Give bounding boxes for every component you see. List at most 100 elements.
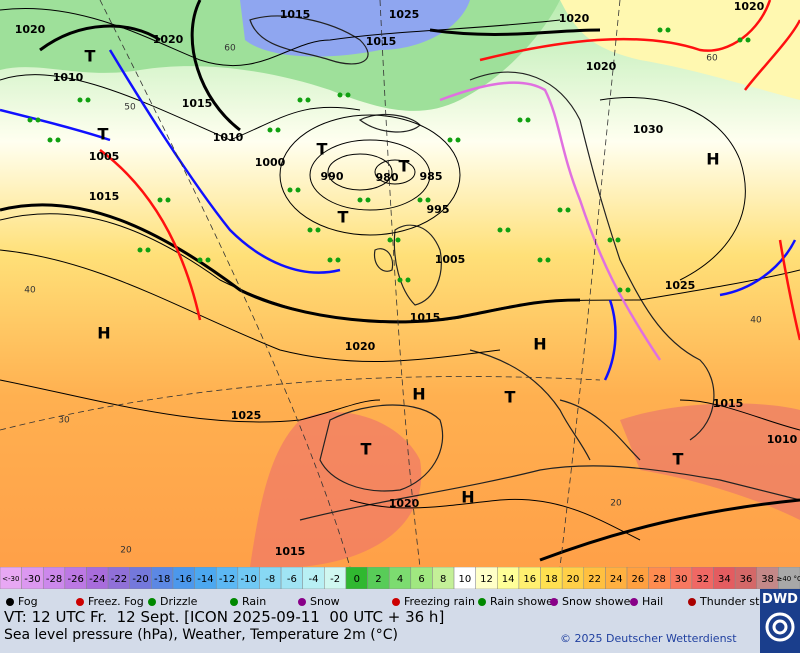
rain-dot (525, 117, 531, 123)
rain-dot (537, 257, 543, 263)
scale-label: 6 (418, 574, 424, 585)
pressure-label: 1015 (410, 311, 441, 324)
pressure-center: H (461, 488, 474, 507)
pressure-label: 1015 (366, 35, 397, 48)
map: 1015 1025 1020 1020 1020 1020 1015 1010 1015 1010… (0, 0, 800, 567)
pressure-label: 1025 (665, 279, 696, 292)
scale-label: -4 (309, 574, 319, 585)
legend-label: Fog (18, 595, 38, 608)
graticule (0, 0, 621, 567)
pressure-center: T (317, 140, 328, 159)
pressure-label: 980 (376, 171, 399, 184)
latitude-label: 50 (124, 103, 136, 113)
hot-area (250, 412, 422, 567)
rain-dot (307, 227, 313, 233)
rain-dot (77, 97, 83, 103)
rain-dot (165, 197, 171, 203)
rain-dot (417, 197, 423, 203)
pressure-label: 1015 (275, 545, 306, 558)
rain-dot (395, 237, 401, 243)
rain-dot (337, 92, 343, 98)
legend-label: Rain (242, 595, 266, 608)
copyright: © 2025 Deutscher Wetterdienst (560, 632, 737, 645)
pressure-label: 1020 (586, 60, 617, 73)
rain-dot (665, 27, 671, 33)
scale-label: -8 (265, 574, 275, 585)
scale-label: 14 (502, 574, 515, 585)
scale-label: 34 (718, 574, 731, 585)
pressure-label: 995 (427, 203, 450, 216)
latitude-label: 20 (610, 499, 622, 509)
pressure-center: T (98, 125, 109, 144)
scale-label: -16 (176, 574, 192, 585)
legend-symbol (630, 598, 638, 606)
legend-symbol (478, 598, 486, 606)
hot-area (620, 403, 800, 520)
latitude-label: 40 (24, 286, 36, 296)
pressure-label: 1005 (89, 150, 120, 163)
rain-dot (455, 137, 461, 143)
pressure-label: 1030 (633, 123, 664, 136)
latitude-label: 40 (750, 316, 762, 326)
rain-dot (497, 227, 503, 233)
scale-label: 28 (653, 574, 666, 585)
pressure-label: 1010 (53, 71, 84, 84)
rain-dot (545, 257, 551, 263)
scale-label: 24 (610, 574, 623, 585)
pressure-center: T (361, 440, 372, 459)
rain-dot (335, 257, 341, 263)
rain-dot (657, 27, 663, 33)
pressure-label: 1010 (213, 131, 244, 144)
weather-symbols (27, 27, 751, 293)
pressure-label: 1015 (182, 97, 213, 110)
rain-dot (315, 227, 321, 233)
rain-dot (327, 257, 333, 263)
rain-dot (615, 237, 621, 243)
scale-label: 38 (761, 574, 774, 585)
pressure-label: 1020 (389, 497, 420, 510)
pressure-label: 1020 (345, 340, 376, 353)
dwd-logo: DWD (760, 589, 800, 653)
pressure-center: T (505, 388, 516, 407)
pressure-label: 1025 (389, 8, 420, 21)
rain-dot (137, 247, 143, 253)
rain-dot (305, 97, 311, 103)
rain-dot (35, 117, 41, 123)
pressure-label: 1020 (15, 23, 46, 36)
scale-label: 0 (354, 574, 360, 585)
warm-area (560, 0, 800, 100)
legend-label: Rain shower (490, 595, 558, 608)
rain-dot (197, 257, 203, 263)
pressure-label: 1015 (89, 190, 120, 203)
rain-dot (345, 92, 351, 98)
pressure-label: 1020 (153, 33, 184, 46)
legend-symbol (550, 598, 558, 606)
scale-label: ≥40 °C (776, 575, 800, 583)
rain-dot (745, 37, 751, 43)
rain-dot (447, 137, 453, 143)
pressure-label: 1000 (255, 156, 286, 169)
pressure-label: 990 (321, 170, 344, 183)
rain-dot (557, 207, 563, 213)
rain-dot (55, 137, 61, 143)
scale-label: -14 (197, 574, 213, 585)
pressure-center: H (412, 385, 425, 404)
rain-dot (27, 117, 33, 123)
rain-dot (397, 277, 403, 283)
legend-label: Freez. Fog (88, 595, 144, 608)
scale-label: -26 (68, 574, 84, 585)
legend-symbol (688, 598, 696, 606)
latitude-label: 20 (120, 546, 132, 556)
pressure-center: T (338, 208, 349, 227)
latitude-label: 60 (224, 44, 236, 54)
pressure-center: H (97, 324, 110, 343)
rain-dot (275, 127, 281, 133)
scale-label: -28 (46, 574, 62, 585)
scale-label: 20 (567, 574, 580, 585)
rain-dot (297, 97, 303, 103)
rain-dot (625, 287, 631, 293)
scale-label: 12 (480, 574, 493, 585)
scale-label: 18 (545, 574, 558, 585)
pressure-center: H (706, 150, 719, 169)
